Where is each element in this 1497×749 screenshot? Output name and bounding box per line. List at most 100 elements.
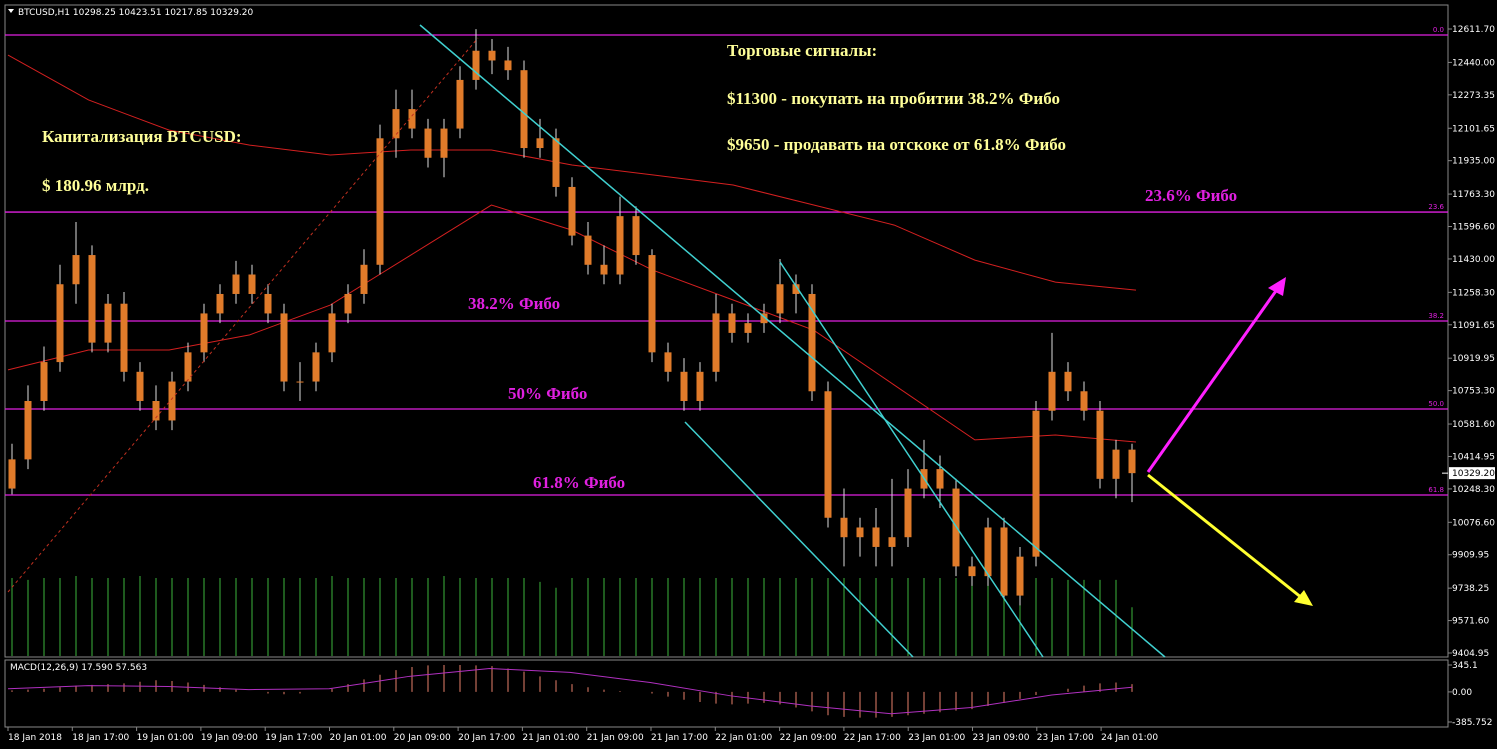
macd-panel (4, 659, 1449, 728)
macd-tick-label: 0.00 (1452, 688, 1472, 698)
candle-body (1128, 449, 1136, 474)
fibo-label: 23.6% Фибо (1145, 186, 1237, 205)
candle-body (984, 527, 992, 577)
x-tick-label: 23 Jan 09:00 (973, 733, 1030, 743)
candle-body (808, 293, 816, 392)
drawings (7, 24, 1313, 658)
x-tick-label: 18 Jan 2018 (8, 733, 62, 743)
x-tick-label: 21 Jan 17:00 (651, 733, 708, 743)
candle-body (760, 313, 768, 324)
candle-body (248, 274, 256, 294)
arrow-head (1268, 277, 1286, 296)
candle-body (72, 255, 80, 285)
annotation: Капитализация BTCUSD: (42, 127, 242, 146)
y-tick-label: 11935.00 (1452, 157, 1495, 167)
candle-body (1096, 410, 1104, 479)
y-tick-label: 10919.95 (1452, 354, 1495, 364)
fibo-tag: 23.6 (1428, 203, 1444, 211)
candle-body (216, 293, 224, 314)
moving-average (7, 54, 1137, 291)
candle-body (344, 293, 352, 314)
fibo-label: 38.2% Фибо (468, 294, 560, 313)
chart-title: BTCUSD,H1 10298.25 10423.51 10217.85 103… (18, 8, 254, 18)
candle-body (456, 79, 464, 129)
macd-signal (7, 668, 1133, 715)
annotation: $11300 - покупать на пробитии 38.2% Фибо (727, 89, 1060, 108)
candle-body (296, 381, 304, 383)
x-tick-label: 24 Jan 01:00 (1101, 733, 1158, 743)
annotation: $ 180.96 млрд. (42, 176, 149, 195)
candle-body (152, 400, 160, 421)
candle-body (936, 469, 944, 489)
candle-body (168, 381, 176, 421)
trend-line (7, 37, 479, 593)
candle-body (88, 255, 96, 343)
candle-body (584, 235, 592, 265)
macd-tick-label: 345.1 (1452, 661, 1478, 671)
candle-body (664, 352, 672, 372)
x-tick-label: 23 Jan 17:00 (1037, 733, 1094, 743)
candle-body (520, 70, 528, 149)
candle-body (840, 517, 848, 538)
x-tick-label: 19 Jan 17:00 (265, 733, 322, 743)
fibo-tag: 0.0 (1433, 26, 1444, 34)
candle-body (712, 313, 720, 372)
x-tick-label: 23 Jan 01:00 (908, 733, 965, 743)
candle-body (552, 138, 560, 187)
candle-body (136, 371, 144, 401)
candle-body (1080, 391, 1088, 411)
menu-arrow[interactable] (8, 9, 14, 13)
candle-body (40, 362, 48, 401)
candle-body (1032, 410, 1040, 557)
candle-body (312, 352, 320, 382)
candle-body (408, 109, 416, 129)
candle-body (1016, 556, 1024, 596)
candle-body (648, 255, 656, 353)
candle-body (232, 274, 240, 294)
arrow-down (1147, 473, 1303, 600)
x-tick-label: 20 Jan 01:00 (330, 733, 387, 743)
candle-body (680, 371, 688, 401)
y-tick-label: 12440.00 (1452, 58, 1495, 68)
y-tick-label: 9404.95 (1452, 649, 1489, 659)
candle-body (792, 284, 800, 294)
y-tick-label: 12273.35 (1452, 91, 1495, 101)
candle-body (1048, 371, 1056, 411)
candle-body (184, 352, 192, 382)
macd-title: MACD(12,26,9) 17.590 57.563 (10, 663, 147, 673)
y-tick-label: 10076.60 (1452, 518, 1495, 528)
candle-body (568, 186, 576, 236)
candle-body (728, 313, 736, 333)
x-tick-label: 20 Jan 17:00 (458, 733, 515, 743)
candle-body (424, 128, 432, 158)
candle-body (328, 313, 336, 353)
last-price-box (1449, 467, 1495, 480)
candle-body (200, 313, 208, 353)
fibo-tag: 38.2 (1428, 312, 1444, 320)
main-panel (4, 4, 1449, 658)
candle-body (472, 50, 480, 80)
candle-body (888, 537, 896, 547)
candle-body (744, 323, 752, 333)
candle-body (440, 128, 448, 158)
y-tick-label: 12611.70 (1452, 25, 1495, 35)
candle-body (776, 284, 784, 314)
arrow-up (1146, 287, 1280, 473)
candle-body (24, 400, 32, 460)
arrow-head (1294, 590, 1313, 606)
candle-body (904, 488, 912, 538)
y-tick-label: 10248.30 (1452, 485, 1495, 495)
candle-body (120, 303, 128, 372)
y-tick-label: 11430.00 (1452, 255, 1495, 265)
channel-line (684, 421, 914, 658)
y-tick-label: 11596.60 (1452, 223, 1495, 233)
y-tick-label: 11258.30 (1452, 288, 1495, 298)
candle-body (360, 264, 368, 294)
x-tick-label: 19 Jan 01:00 (137, 733, 194, 743)
candle-body (968, 566, 976, 577)
candle-body (56, 284, 64, 363)
y-tick-label: 10414.95 (1452, 452, 1495, 462)
candle-body (696, 371, 704, 401)
y-tick-label: 11091.65 (1452, 321, 1495, 331)
